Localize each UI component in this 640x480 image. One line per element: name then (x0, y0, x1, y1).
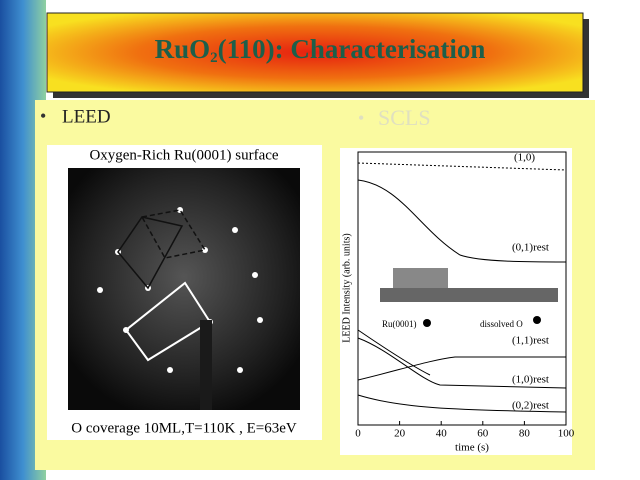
legend-marker (423, 319, 431, 327)
title-box (46, 12, 584, 93)
x-tick-label: 100 (558, 428, 575, 440)
leed-pattern (68, 168, 300, 410)
legend-marker (533, 316, 541, 324)
x-tick-label: 0 (355, 428, 361, 440)
legend-label: Ru(0001) (382, 319, 417, 329)
legend-label: dissolved O (480, 319, 523, 329)
x-axis-label: time (s) (455, 442, 489, 454)
leed-caption: O coverage 10ML,T=110K , E=63eV (71, 420, 297, 436)
curve-label: (1,0)rest (512, 374, 549, 386)
plot-axes (357, 151, 567, 426)
bullet: SCLS (378, 105, 431, 130)
title: RuO2(110): Characterisation (155, 34, 486, 66)
curve-label: (0,2)rest (512, 400, 549, 412)
x-tick-label: 80 (519, 428, 531, 440)
bullet: LEED (62, 106, 111, 127)
x-tick-label: 40 (436, 428, 448, 440)
sample-holder (200, 320, 212, 410)
curve-label: (0,1)rest (512, 242, 549, 254)
curve-label: (1,1)rest (512, 335, 549, 347)
leed-caption: Oxygen-Rich Ru(0001) surface (89, 147, 278, 163)
y-axis-label: LEED Intensity (arb. units) (341, 233, 352, 342)
x-tick-label: 60 (477, 428, 489, 440)
x-tick-label: 20 (394, 428, 406, 440)
curve-label: (1,0) (514, 152, 535, 164)
legend-swatch (380, 288, 558, 302)
x-ticks: 0 20 40 60 80 100 (355, 421, 575, 440)
bullet-marker: • (40, 106, 46, 126)
legend-swatch (393, 268, 448, 288)
bullet-marker: • (358, 108, 364, 128)
plot-curves (357, 162, 567, 413)
